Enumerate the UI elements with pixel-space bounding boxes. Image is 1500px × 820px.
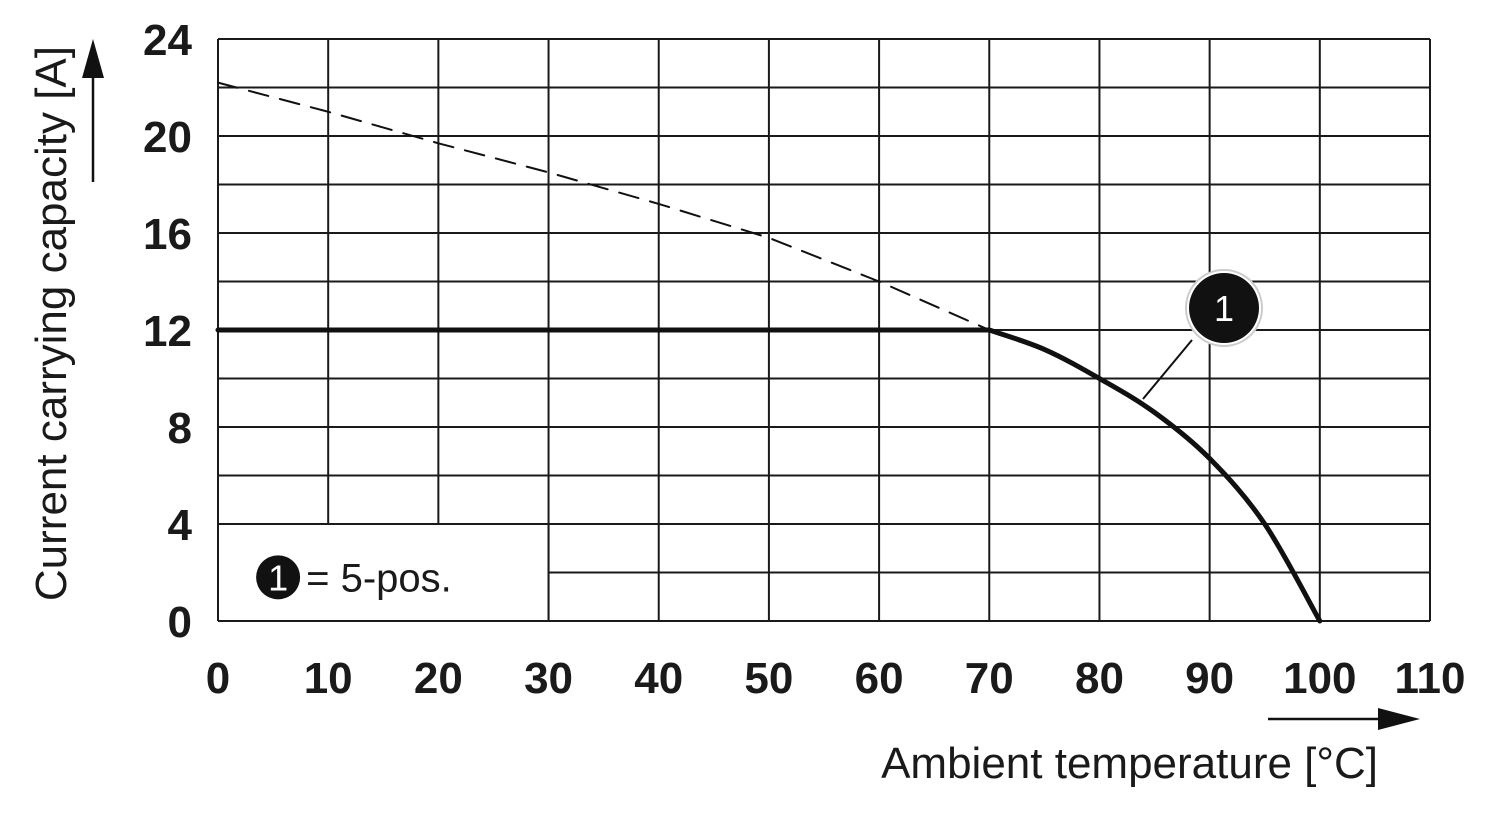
x-tick-label: 50 [744, 654, 793, 703]
legend-label: = 5-pos. [306, 556, 452, 600]
x-tick-label: 110 [1395, 654, 1466, 703]
y-tick-label: 0 [168, 598, 192, 647]
y-tick-label: 12 [143, 307, 192, 356]
y-axis-title: Current carrying capacity [A] [27, 46, 76, 601]
x-tick-label: 80 [1075, 654, 1124, 703]
x-tick-label: 10 [304, 654, 353, 703]
x-axis-arrow-head [1378, 708, 1420, 730]
series-line-dashed [217, 81, 991, 331]
x-tick-label: 40 [634, 654, 683, 703]
grid [217, 38, 1431, 622]
callout-leader-line [1142, 339, 1193, 400]
y-tick-label: 8 [168, 404, 192, 453]
callout-marker [1189, 273, 1259, 343]
y-axis-title-group: Current carrying capacity [A] [27, 39, 104, 601]
y-tick-label: 16 [143, 210, 192, 259]
y-axis-arrow-head [82, 39, 104, 78]
y-tick-label: 24 [143, 16, 192, 65]
x-tick-label: 0 [206, 654, 230, 703]
legend: 1 = 5-pos. [256, 555, 452, 600]
legend-marker [256, 555, 301, 600]
y-tick-labels: 0 4 8 12 16 20 24 [143, 16, 192, 647]
x-tick-label: 70 [965, 654, 1014, 703]
x-axis-title: Ambient temperature [°C] [881, 739, 1378, 788]
x-tick-label: 60 [855, 654, 904, 703]
x-tick-label: 90 [1185, 654, 1234, 703]
x-axis-title-group: Ambient temperature [°C] [881, 708, 1420, 788]
x-tick-label: 20 [414, 654, 463, 703]
series-line-5-pos [215, 327, 1323, 624]
y-tick-label: 20 [143, 113, 192, 162]
series-callout: 1 [1142, 269, 1263, 400]
callout-marker-label: 1 [1214, 288, 1234, 329]
legend-marker-label: 1 [268, 557, 288, 598]
x-tick-labels: 0 10 20 30 40 50 60 70 80 90 100 110 [206, 654, 1466, 703]
y-tick-label: 4 [168, 501, 193, 550]
x-tick-label: 100 [1283, 654, 1356, 703]
series-group [215, 81, 1323, 624]
x-tick-label: 30 [524, 654, 573, 703]
